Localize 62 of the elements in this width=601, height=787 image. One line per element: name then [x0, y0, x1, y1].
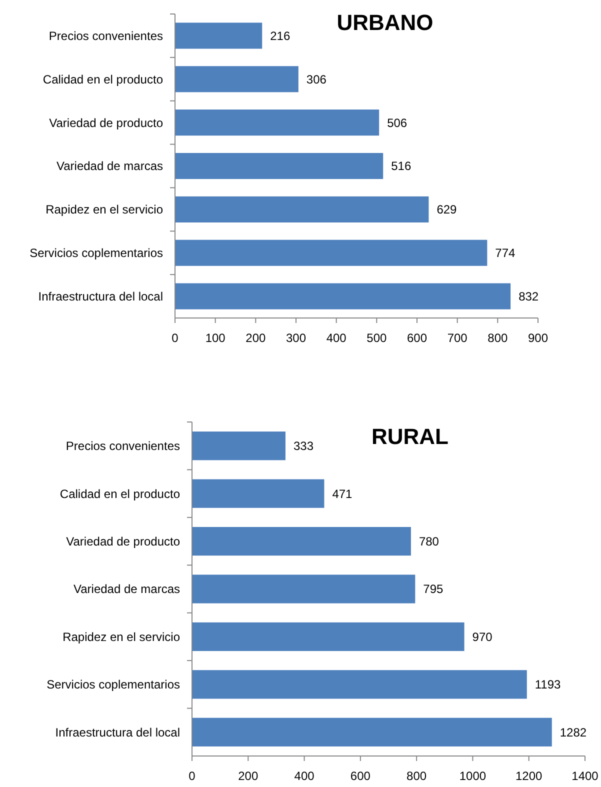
- x-tick-label: 100: [205, 331, 226, 345]
- x-tick-label: 300: [286, 331, 306, 345]
- bar: [175, 240, 488, 266]
- x-tick-label: 800: [406, 769, 427, 783]
- data-label: 333: [293, 439, 314, 454]
- y-tick-label: Servicios coplementarios: [46, 678, 180, 692]
- data-label: 471: [332, 486, 353, 501]
- y-tick-label: Variedad de marcas: [74, 582, 180, 596]
- bar: [175, 283, 511, 310]
- data-label: 832: [518, 289, 539, 304]
- bar: [192, 718, 552, 746]
- bar: [192, 670, 527, 699]
- bar: [175, 196, 429, 222]
- data-label: 780: [418, 534, 440, 548]
- x-tick-label: 900: [528, 331, 548, 345]
- bar: [175, 110, 380, 136]
- x-tick-label: 1200: [516, 769, 543, 783]
- bar: [192, 622, 464, 652]
- data-label: 1282: [560, 725, 587, 740]
- x-tick-label: 0: [172, 331, 179, 345]
- chart-title: RURAL: [372, 424, 448, 449]
- bar: [192, 432, 286, 460]
- y-tick-label: Variedad de marcas: [56, 159, 163, 174]
- x-tick-label: 0: [188, 769, 196, 783]
- x-tick-label: 200: [246, 331, 266, 345]
- x-tick-label: 400: [326, 331, 347, 345]
- chart-title: URBANO: [336, 10, 434, 35]
- data-label: 970: [472, 630, 493, 644]
- bar: [175, 66, 298, 92]
- data-label: 774: [495, 246, 516, 260]
- y-tick-label: Precios convenientes: [48, 28, 163, 43]
- data-label: 1193: [534, 678, 562, 692]
- y-tick-label: Servicios coplementarios: [30, 246, 163, 260]
- x-tick-label: 600: [350, 769, 371, 783]
- bar: [192, 574, 416, 604]
- bar: [192, 526, 411, 556]
- data-label: 306: [306, 72, 327, 86]
- data-label: 516: [391, 159, 412, 174]
- y-tick-label: Calidad en el producto: [42, 72, 164, 86]
- bar: [175, 152, 384, 180]
- y-tick-label: Rapidez en el servicio: [46, 202, 164, 217]
- y-tick-label: Variedad de producto: [66, 534, 180, 548]
- y-tick-label: Variedad de producto: [49, 116, 164, 130]
- x-tick-label: 200: [238, 769, 258, 783]
- y-tick-label: Rapidez en el servicio: [62, 630, 180, 644]
- data-label: 629: [436, 202, 458, 217]
- data-label: 506: [387, 116, 408, 130]
- y-tick-label: Calidad en el producto: [60, 486, 180, 501]
- x-tick-label: 400: [294, 769, 315, 783]
- data-label: 216: [270, 28, 290, 43]
- x-tick-label: 700: [447, 331, 468, 345]
- data-label: 795: [423, 582, 444, 596]
- x-tick-label: 500: [366, 331, 387, 345]
- x-tick-label: 1400: [572, 769, 599, 783]
- x-tick-label: 800: [488, 331, 508, 345]
- bar: [175, 22, 262, 49]
- y-tick-label: Precios convenientes: [66, 439, 180, 454]
- bar: [192, 479, 324, 508]
- y-tick-label: Infraestructura del local: [55, 725, 180, 740]
- x-tick-label: 1000: [459, 769, 486, 783]
- y-tick-label: Infraestructura del local: [38, 289, 163, 304]
- x-tick-label: 600: [406, 331, 428, 345]
